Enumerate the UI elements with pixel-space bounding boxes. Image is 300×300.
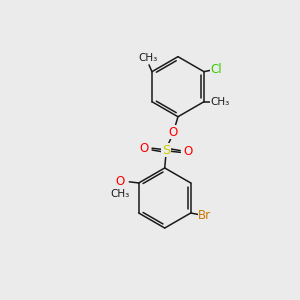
- Text: S: S: [162, 144, 170, 157]
- Text: O: O: [140, 142, 149, 155]
- Text: CH₃: CH₃: [138, 53, 157, 63]
- Text: O: O: [184, 145, 193, 158]
- Text: O: O: [168, 125, 177, 139]
- Text: O: O: [116, 175, 125, 188]
- Text: CH₃: CH₃: [211, 97, 230, 107]
- Text: Cl: Cl: [211, 63, 222, 76]
- Text: CH₃: CH₃: [111, 189, 130, 199]
- Text: Br: Br: [198, 209, 212, 222]
